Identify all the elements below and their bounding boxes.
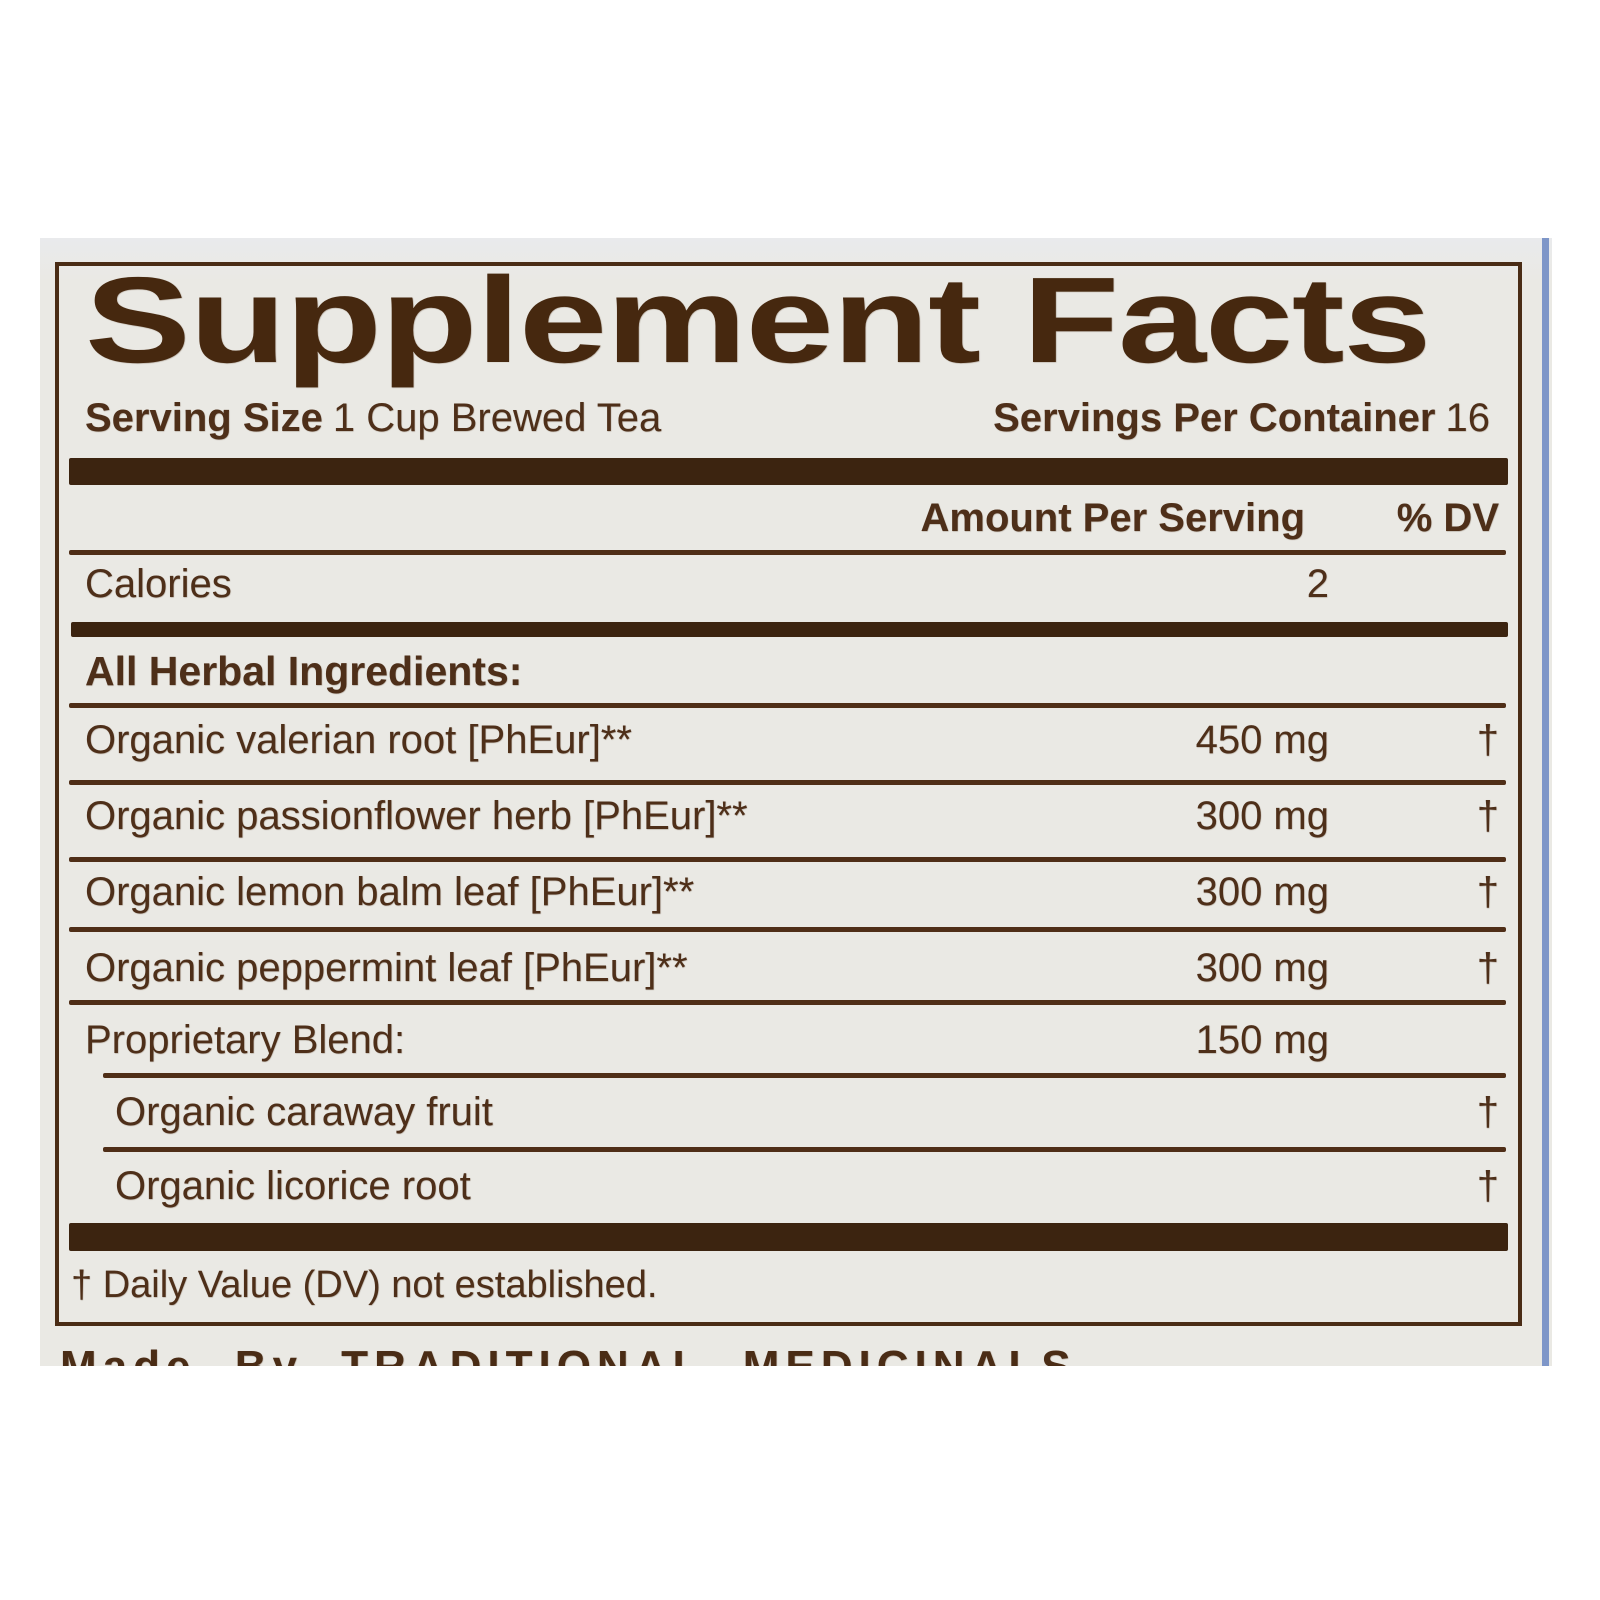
- column-header-row: Amount Per Serving % DV: [59, 496, 1518, 548]
- separator-line-indented: [103, 1073, 1506, 1078]
- proprietary-blend-row: Proprietary Blend: 150 mg: [59, 1016, 1518, 1072]
- ingredient-row: Organic licorice root †: [59, 1162, 1518, 1218]
- ingredient-row: Organic valerian root [PhEur]** 450 mg †: [59, 716, 1518, 772]
- dv-dagger: †: [1476, 870, 1499, 914]
- ingredient-amount: 300 mg: [1195, 946, 1329, 990]
- medium-divider-bar: [71, 622, 1508, 637]
- ingredient-name: Organic licorice root: [115, 1164, 471, 1208]
- ingredient-name: Organic valerian root [PhEur]**: [85, 718, 632, 762]
- ingredient-amount: 450 mg: [1195, 718, 1329, 762]
- dv-dagger: †: [1476, 794, 1499, 838]
- ingredient-name: Organic lemon balm leaf [PhEur]**: [85, 870, 695, 914]
- serving-size-label: Serving Size: [85, 396, 323, 440]
- ingredient-name: Proprietary Blend:: [85, 1018, 406, 1062]
- separator-line: [69, 857, 1506, 862]
- ingredient-name: Organic passionflower herb [PhEur]**: [85, 794, 748, 838]
- ingredient-amount: 150 mg: [1195, 1018, 1329, 1062]
- separator-line-indented: [103, 1147, 1506, 1152]
- separator-line: [69, 703, 1506, 708]
- clipped-brand-line: Made By TRADITIONAL MEDICINALS: [60, 1342, 1077, 1366]
- panel-title: Supplement Facts: [85, 252, 1431, 388]
- separator-line: [69, 927, 1506, 932]
- separator-line: [69, 550, 1506, 555]
- dv-dagger: †: [1476, 946, 1499, 990]
- thick-divider-bar-top: [69, 458, 1508, 485]
- photo-backdrop-edge: [1542, 238, 1549, 1366]
- ingredient-name: Organic caraway fruit: [115, 1090, 493, 1134]
- dv-dagger: †: [1476, 1164, 1499, 1208]
- ingredient-row: Organic caraway fruit †: [59, 1088, 1518, 1144]
- ingredient-row: Organic passionflower herb [PhEur]** 300…: [59, 792, 1518, 848]
- thick-divider-bar-bottom: [69, 1223, 1508, 1251]
- dv-dagger: †: [1476, 718, 1499, 762]
- servings-per-container-value: 16: [1445, 396, 1491, 440]
- calories-label: Calories: [85, 562, 232, 606]
- label-photo: Supplement Facts Serving Size 1 Cup Brewe…: [40, 238, 1552, 1366]
- serving-size: Serving Size 1 Cup Brewed Tea: [85, 394, 661, 442]
- separator-line: [69, 1000, 1506, 1005]
- ingredient-row: Organic lemon balm leaf [PhEur]** 300 mg…: [59, 868, 1518, 924]
- ingredient-amount: 300 mg: [1195, 870, 1329, 914]
- serving-info-row: Serving Size 1 Cup Brewed Tea Servings Pe…: [85, 394, 1490, 442]
- calories-row: Calories 2: [59, 560, 1518, 616]
- dv-dagger: †: [1476, 1090, 1499, 1134]
- servings-per-container: Servings Per Container 16: [993, 394, 1490, 442]
- ingredient-amount: 300 mg: [1195, 794, 1329, 838]
- section-heading: All Herbal Ingredients:: [85, 648, 523, 694]
- dv-footnote: † Daily Value (DV) not established.: [71, 1264, 658, 1306]
- percent-dv-header: % DV: [1396, 496, 1499, 540]
- separator-line: [69, 780, 1506, 785]
- amount-per-serving-header: Amount Per Serving: [920, 496, 1305, 540]
- supplement-facts-panel: Supplement Facts Serving Size 1 Cup Brewe…: [55, 252, 1522, 1326]
- calories-amount: 2: [1306, 562, 1329, 606]
- ingredient-name: Organic peppermint leaf [PhEur]**: [85, 946, 688, 990]
- serving-size-value: 1 Cup Brewed Tea: [332, 396, 662, 440]
- ingredient-row: Organic peppermint leaf [PhEur]** 300 mg…: [59, 944, 1518, 1000]
- servings-per-container-label: Servings Per Container: [993, 396, 1436, 440]
